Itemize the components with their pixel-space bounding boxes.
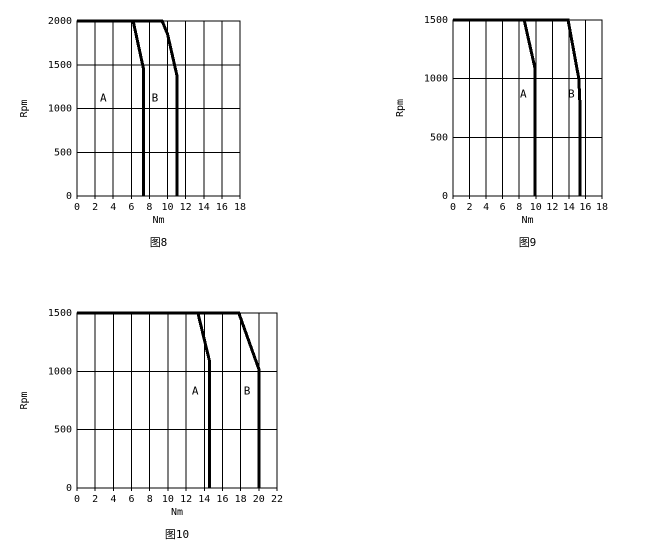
series-B-label: B [244,385,251,398]
x-tick-label: 20 [253,494,265,505]
x-tick-label: 18 [596,202,608,213]
series-A-label: A [192,385,199,398]
x-tick-label: 0 [450,202,456,213]
y-axis-label: Rpm [19,391,30,409]
x-tick-label: 8 [147,494,153,505]
y-tick-label: 1000 [48,366,72,377]
x-tick-label: 10 [162,494,174,505]
y-tick-label: 1500 [424,15,448,26]
figure-8-caption: 图8 [149,236,168,249]
series-B-label: B [152,92,159,105]
series-A-curve [453,18,537,196]
y-tick-label: 0 [66,483,72,494]
x-tick-label: 8 [146,202,152,213]
y-tick-label: 0 [442,191,448,202]
figure-8-plot: 0 2 4 6 8 10 12 14 16 18 0 500 1000 1500 2000 A B Nm Rpm [19,16,246,226]
series-B-label: B [568,87,575,100]
x-tick-label: 10 [530,202,542,213]
series-A-label: A [100,92,107,105]
y-tick-label: 500 [54,425,72,436]
x-tick-label: 12 [180,202,192,213]
figure-10-chart: 0 2 4 6 8 10 12 14 16 18 20 22 0 500 1000 1500 A B Nm Rpm 图… [10,290,340,558]
y-tick-label: 500 [430,132,448,143]
x-tick-label: 18 [234,202,246,213]
x-tick-label: 14 [563,202,575,213]
x-tick-label: 6 [128,202,134,213]
x-tick-label: 2 [92,202,98,213]
x-tick-label: 14 [198,494,210,505]
x-tick-label: 22 [271,494,283,505]
x-tick-label: 10 [162,202,174,213]
series-B-curve [77,311,261,488]
x-tick-label: 4 [483,202,489,213]
figure-9-caption: 图9 [518,236,537,249]
series-B-curve [77,19,179,196]
figure-8-chart: 0 2 4 6 8 10 12 14 16 18 0 500 1000 1500 2000 A B Nm Rpm 图… [10,5,280,275]
series-A-curve [77,311,212,488]
figure-10-plot: 0 2 4 6 8 10 12 14 16 18 20 22 0 500 1000 1500 A B Nm Rpm [19,308,283,518]
x-axis-label: Nm [171,507,183,518]
y-tick-label: 2000 [48,16,72,27]
x-tick-label: 4 [110,202,116,213]
x-tick-label: 0 [74,494,80,505]
y-tick-label: 1500 [48,60,72,71]
x-axis-label: Nm [521,215,533,226]
x-tick-label: 18 [235,494,247,505]
y-tick-label: 1000 [424,74,448,85]
series-A-label: A [520,87,527,100]
y-tick-label: 1500 [48,308,72,319]
x-tick-label: 2 [92,494,98,505]
figure-9-chart: 0 2 4 6 8 10 12 14 16 18 0 500 1000 1500 A B Nm Rpm 图9 [370,5,640,275]
x-axis-label: Nm [152,215,164,226]
x-tick-label: 8 [516,202,522,213]
y-tick-label: 500 [54,147,72,158]
x-tick-label: 14 [198,202,210,213]
x-tick-label: 0 [74,202,80,213]
x-tick-label: 12 [546,202,558,213]
x-tick-label: 2 [467,202,473,213]
x-tick-label: 16 [216,202,228,213]
x-tick-label: 6 [500,202,506,213]
x-tick-label: 6 [129,494,135,505]
figure-10-caption: 图10 [164,528,190,541]
x-tick-label: 16 [216,494,228,505]
y-tick-label: 0 [66,191,72,202]
y-tick-label: 1000 [48,104,72,115]
x-tick-label: 12 [180,494,192,505]
x-tick-label: 16 [579,202,591,213]
y-axis-label: Rpm [395,99,406,117]
y-axis-label: Rpm [19,99,30,117]
series-B-curve [453,18,582,196]
x-tick-label: 4 [110,494,116,505]
